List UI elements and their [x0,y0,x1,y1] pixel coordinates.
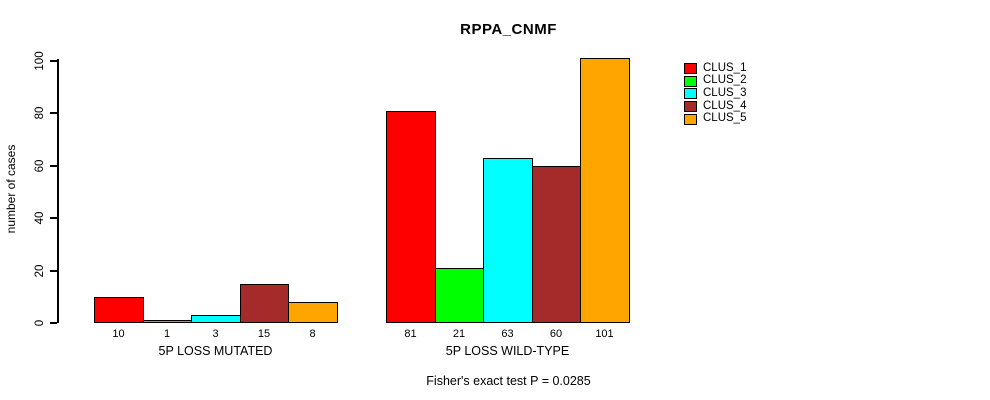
bar-value-label: 21 [452,328,466,340]
bar-value-label: 15 [257,328,271,340]
y-tick-label: 100 [34,51,46,71]
legend-swatch-icon [684,113,697,125]
y-tick-mark [50,165,57,167]
y-tick-label: 60 [34,159,46,173]
legend-label: CLUS_2 [703,74,747,87]
bar-clus_2-group2 [435,268,484,323]
bar-value-label: 60 [549,328,563,340]
bar-value-label: 8 [309,328,316,340]
legend-swatch-icon [684,100,697,112]
bar-clus_5-group1 [288,302,338,323]
legend-item-clus_2: CLUS_2 [684,75,746,88]
y-tick-mark [50,270,57,272]
legend-label: CLUS_5 [703,112,747,125]
legend-item-clus_4: CLUS_4 [684,100,746,113]
bar-clus_1-group1 [94,297,144,323]
chart-title: RPPA_CNMF [460,21,557,38]
bar-value-label: 81 [404,328,417,340]
bar-clus_2-group1 [143,320,192,323]
y-tick-mark [50,60,57,62]
bar-clus_4-group2 [532,166,581,323]
bar-clus_4-group1 [240,284,289,323]
legend: CLUS_1 CLUS_2 CLUS_3 CLUS_4 CLUS_5 [684,62,746,125]
y-axis-label: number of cases [4,144,18,234]
y-tick-label: 20 [34,264,46,278]
bar-clus_3-group2 [483,158,533,323]
legend-label: CLUS_3 [703,86,747,99]
bar-value-label: 3 [212,328,219,340]
y-tick-label: 40 [34,211,46,225]
legend-label: CLUS_4 [703,99,747,112]
y-tick-mark [50,112,57,114]
annotation-text: Fisher's exact test P = 0.0285 [426,374,591,388]
legend-item-clus_1: CLUS_1 [684,62,746,75]
y-tick-label: 80 [34,106,46,120]
legend-label: CLUS_1 [703,61,747,74]
bar-value-label: 63 [501,328,514,340]
y-tick-mark [50,217,57,219]
bar-value-label: 1 [163,328,171,340]
legend-swatch-icon [684,62,697,74]
legend-swatch-icon [684,88,697,100]
y-axis-line [57,59,59,323]
bar-value-label: 101 [595,328,614,340]
group-label: 5P LOSS WILD-TYPE [445,344,570,358]
bar-value-label: 10 [112,328,125,340]
y-tick-mark [50,322,57,324]
bar-clus_5-group2 [580,58,630,323]
y-tick-label: 0 [34,319,46,327]
bar-clus_1-group2 [386,111,436,323]
bar-clus_3-group1 [191,315,241,323]
legend-item-clus_5: CLUS_5 [684,113,746,126]
legend-item-clus_3: CLUS_3 [684,87,746,100]
group-label: 5P LOSS MUTATED [158,344,273,358]
legend-swatch-icon [684,75,697,87]
